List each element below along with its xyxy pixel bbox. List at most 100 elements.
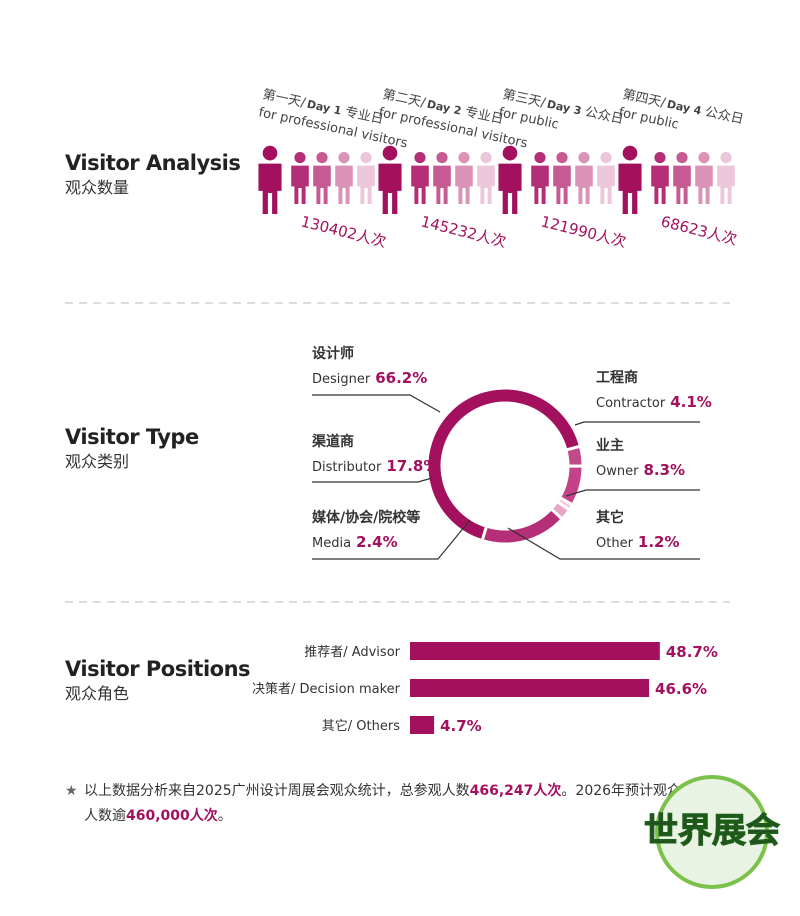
person-head	[654, 152, 666, 164]
category-label: Contractor	[596, 396, 666, 411]
bar-label: 决策者/ Decision maker	[252, 681, 401, 697]
section-title: Visitor Type	[65, 425, 199, 449]
legend-cn: 设计师	[312, 345, 354, 362]
bar-label: 推荐者/ Advisor	[304, 645, 400, 660]
category-label: Other	[596, 536, 634, 551]
value-label: 46.6%	[655, 680, 707, 698]
section-subtitle: 观众数量	[65, 178, 129, 197]
person-body	[455, 165, 473, 205]
person-body	[618, 163, 642, 215]
person-head	[720, 152, 732, 164]
person-body	[695, 165, 713, 205]
person-head	[414, 152, 426, 164]
person-head	[600, 152, 612, 164]
section-title: Visitor Positions	[65, 657, 250, 681]
person-body	[477, 165, 495, 205]
value-label: 4.1%	[670, 393, 712, 411]
category-label: Media	[312, 536, 351, 551]
person-head	[676, 152, 688, 164]
donut-segment	[425, 386, 583, 543]
person-head	[622, 145, 638, 161]
person-head	[436, 152, 448, 164]
person-head	[534, 152, 546, 164]
leader-line	[565, 489, 700, 497]
person-body	[313, 165, 331, 205]
footnote-line: 人数逾460,000人次。	[84, 807, 232, 824]
person-body	[411, 165, 429, 205]
person-head	[480, 152, 492, 164]
person-head	[382, 145, 398, 161]
value-label: 8.3%	[643, 461, 685, 479]
watermark-text: 世界展会	[644, 811, 780, 851]
person-head	[502, 145, 518, 161]
person-body	[258, 163, 282, 215]
value-label: 2.4%	[356, 533, 398, 551]
day-number: Day 2	[426, 98, 463, 118]
star: ★	[65, 783, 78, 799]
legend-entry: Contractor 4.1%	[596, 393, 712, 411]
bar	[410, 716, 435, 734]
footnote-text: 。	[218, 808, 232, 824]
person-head	[338, 152, 350, 164]
section-subtitle: 观众类别	[65, 452, 129, 471]
footnote-expected: 460,000人次	[126, 807, 218, 824]
globe	[655, 775, 769, 889]
person-body	[378, 163, 402, 215]
value-label: 1.2%	[638, 533, 680, 551]
day-number: Day 4	[666, 98, 703, 118]
value-label: 48.7%	[666, 643, 718, 661]
leader-line	[312, 519, 471, 560]
legend-entry: Media 2.4%	[312, 533, 398, 551]
footnote-total: 466,247人次	[470, 782, 562, 799]
category-label: Designer	[312, 372, 371, 387]
bar	[410, 679, 650, 697]
person-head	[578, 152, 590, 164]
person-body	[553, 165, 571, 205]
person-head	[698, 152, 710, 164]
leader-line	[312, 394, 441, 413]
leader-line	[574, 421, 700, 426]
person-body	[717, 165, 735, 205]
leader-line	[312, 477, 433, 483]
legend-cn: 工程商	[596, 369, 638, 386]
person-body	[335, 165, 353, 205]
person-body	[597, 165, 615, 205]
person-head	[360, 152, 372, 164]
day-number: Day 1	[306, 98, 343, 118]
day-count: 145232人次	[419, 212, 508, 251]
day-count: 121990人次	[539, 212, 628, 251]
day-number: Day 3	[546, 98, 583, 118]
legend-cn: 媒体/协会/院校等	[311, 509, 420, 526]
person-head	[556, 152, 568, 164]
category-label: Distributor	[312, 460, 382, 475]
legend-entry: Other 1.2%	[596, 533, 680, 551]
category-label: Owner	[596, 464, 639, 479]
section-title: Visitor Analysis	[65, 151, 240, 175]
person-head	[294, 152, 306, 164]
person-body	[575, 165, 593, 205]
legend-entry: Designer 66.2%	[312, 369, 427, 387]
value-label: 17.8%	[386, 457, 438, 475]
person-body	[673, 165, 691, 205]
section-subtitle: 观众角色	[65, 684, 129, 703]
footnote-text: 。2026年预计观众	[561, 783, 681, 799]
day-count: 130402人次	[299, 212, 388, 251]
person-body	[433, 165, 451, 205]
leader-line	[507, 527, 700, 560]
person-body	[498, 163, 522, 215]
person-body	[651, 165, 669, 205]
person-head	[262, 145, 278, 161]
day-kind: 公众日	[704, 105, 745, 128]
watermark-logo: 世界展会	[644, 775, 781, 889]
legend-cn: 渠道商	[311, 433, 354, 450]
day-count: 68623人次	[659, 212, 739, 248]
legend-cn: 业主	[596, 437, 624, 454]
person-body	[531, 165, 549, 205]
person-head	[458, 152, 470, 164]
footnote-text: 以上数据分析来自2025广州设计周展会观众统计，总参观人数	[84, 782, 470, 799]
donut-segment	[480, 506, 565, 546]
bar-label: 其它/ Others	[322, 718, 400, 734]
